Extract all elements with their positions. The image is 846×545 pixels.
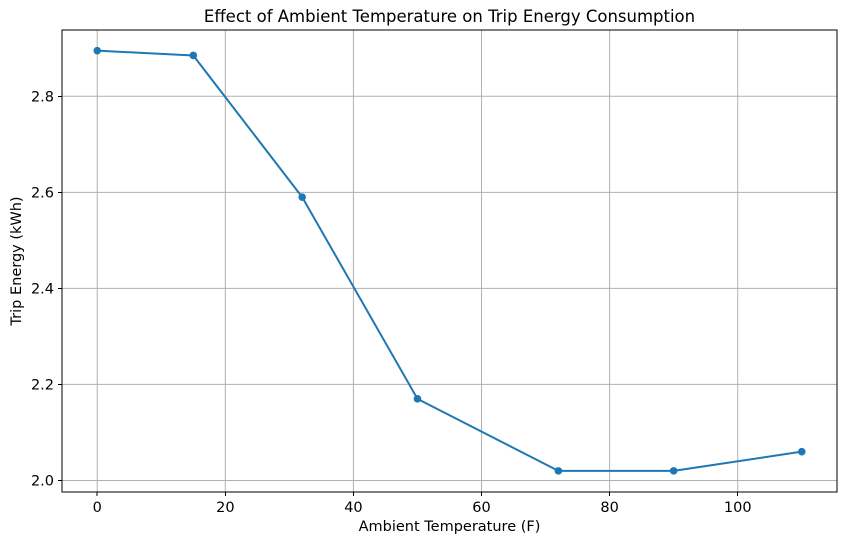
- y-tick-label: 2.8: [31, 89, 54, 105]
- gridlines: [62, 30, 837, 492]
- y-tick-label: 2.2: [31, 377, 54, 393]
- data-points: [93, 46, 806, 475]
- x-tick-label: 20: [216, 500, 234, 516]
- y-axis-label: Trip Energy (kWh): [9, 196, 25, 326]
- data-point: [298, 193, 306, 201]
- x-tick-label: 60: [472, 500, 490, 516]
- y-tick-label: 2.4: [31, 281, 54, 297]
- data-point: [93, 46, 102, 55]
- x-tick-label: 40: [344, 500, 362, 516]
- data-point: [554, 467, 563, 475]
- x-tick-label: 0: [93, 500, 102, 516]
- chart-title: Effect of Ambient Temperature on Trip En…: [204, 7, 695, 26]
- y-tick-label: 2.6: [31, 185, 54, 201]
- axis-ticks: 0 20 40 60 80 100 2.0 2.2 2.4 2.6 2.8: [31, 89, 752, 516]
- data-point: [797, 447, 806, 456]
- plot-border: [61, 29, 838, 493]
- data-point: [189, 51, 198, 60]
- data-point: [669, 467, 678, 475]
- y-tick-label: 2.0: [31, 473, 54, 489]
- x-tick-label: 100: [724, 500, 752, 516]
- x-axis-label: Ambient Temperature (F): [359, 519, 541, 535]
- x-tick-label: 80: [600, 500, 618, 516]
- data-point: [413, 395, 422, 403]
- data-line: [96, 49, 803, 472]
